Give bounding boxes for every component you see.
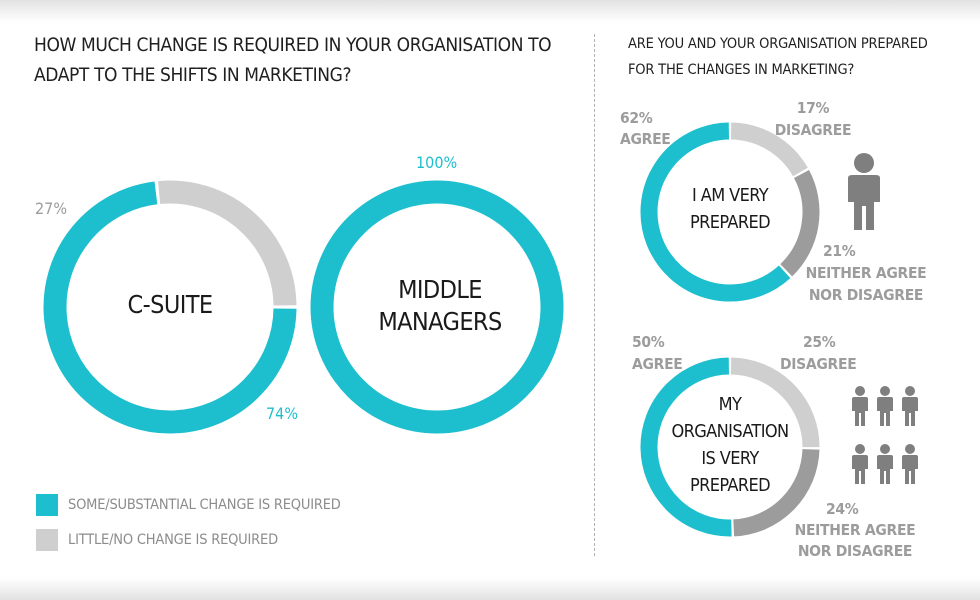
legend-item-little: LITTLE/NO CHANGE IS REQUIRED	[36, 529, 341, 551]
org-prepared-label: MY ORGANISATION IS VERY PREPARED	[660, 391, 800, 499]
org-agree-annotation: 50% AGREE	[632, 331, 683, 375]
org-neither-pct: 24%	[826, 500, 859, 518]
csuite-some-pct: 74%	[266, 404, 298, 423]
legend: SOME/SUBSTANTIAL CHANGE IS REQUIRED LITT…	[36, 494, 341, 551]
prepared-agree-annotation: 62% AGREE	[620, 108, 671, 150]
single-person-icon	[848, 153, 880, 230]
org-neither-label2: NOR DISAGREE	[797, 542, 913, 560]
managers-some-pct: 100%	[416, 153, 458, 172]
legend-swatch-gray	[36, 529, 58, 551]
org-agree-label: AGREE	[632, 355, 683, 373]
csuite-little-arc	[158, 180, 297, 306]
prepared-neither-pct: 21%	[823, 242, 856, 260]
org-disagree-pct: 25%	[803, 333, 836, 351]
right-title-line2: FOR THE CHANGES IN MARKETING?	[628, 62, 855, 78]
csuite-label: C-SUITE	[127, 290, 214, 319]
org-prepared-line3: IS VERY	[701, 448, 759, 469]
org-neither-label1: NEITHER AGREE	[794, 521, 916, 539]
org-neither-annotation: 24% NEITHER AGREE NOR DISAGREE	[780, 499, 930, 562]
very-prepared-line2: PREPARED	[689, 212, 771, 233]
org-prepared-line4: PREPARED	[689, 475, 771, 496]
prepared-neither-annotation: 21% NEITHER AGREE NOR DISAGREE	[796, 240, 936, 306]
managers-label-line1: MIDDLE	[398, 275, 482, 304]
managers-label-line2: MANAGERS	[378, 307, 502, 336]
legend-item-some: SOME/SUBSTANTIAL CHANGE IS REQUIRED	[36, 494, 341, 516]
managers-label: MIDDLE MANAGERS	[370, 274, 510, 338]
csuite-some-arc	[43, 181, 297, 434]
prepared-agree-arc	[640, 122, 791, 302]
legend-swatch-teal	[36, 494, 58, 516]
right-question-title: ARE YOU AND YOUR ORGANISATION PREPARED F…	[628, 31, 928, 83]
very-prepared-line1: I AM VERY	[692, 185, 769, 206]
left-question-title: HOW MUCH CHANGE IS REQUIRED IN YOUR ORGA…	[34, 30, 552, 90]
prepared-neither-label1: NEITHER AGREE	[805, 264, 927, 282]
org-disagree-arc	[730, 357, 820, 448]
left-title-line2: ADAPT TO THE SHIFTS IN MARKETING?	[34, 64, 352, 86]
managers-some-arc	[310, 180, 564, 434]
org-prepared-line1: MY	[718, 394, 742, 415]
very-prepared-label: I AM VERY PREPARED	[660, 182, 800, 236]
prepared-agree-label: AGREE	[620, 130, 671, 148]
prepared-agree-pct: 62%	[620, 109, 653, 127]
section-divider	[594, 34, 595, 556]
prepared-disagree-annotation: 17% DISAGREE	[773, 97, 853, 141]
legend-label-little: LITTLE/NO CHANGE IS REQUIRED	[68, 532, 278, 548]
org-agree-pct: 50%	[632, 333, 665, 351]
org-neither-arc	[733, 448, 820, 537]
left-title-line1: HOW MUCH CHANGE IS REQUIRED IN YOUR ORGA…	[34, 34, 552, 56]
prepared-disagree-pct: 17%	[796, 99, 830, 117]
legend-label-some: SOME/SUBSTANTIAL CHANGE IS REQUIRED	[68, 497, 341, 513]
prepared-disagree-arc	[730, 122, 808, 177]
org-prepared-line2: ORGANISATION	[671, 421, 789, 442]
group-people-icon	[852, 386, 918, 484]
right-title-line1: ARE YOU AND YOUR ORGANISATION PREPARED	[628, 36, 928, 52]
org-agree-arc	[640, 357, 732, 537]
prepared-neither-label2: NOR DISAGREE	[808, 286, 924, 304]
org-disagree-annotation: 25% DISAGREE	[780, 331, 857, 375]
csuite-little-pct: 27%	[35, 199, 67, 218]
prepared-disagree-label: DISAGREE	[774, 121, 852, 139]
org-disagree-label: DISAGREE	[780, 355, 857, 373]
prepared-neither-arc	[780, 169, 820, 277]
